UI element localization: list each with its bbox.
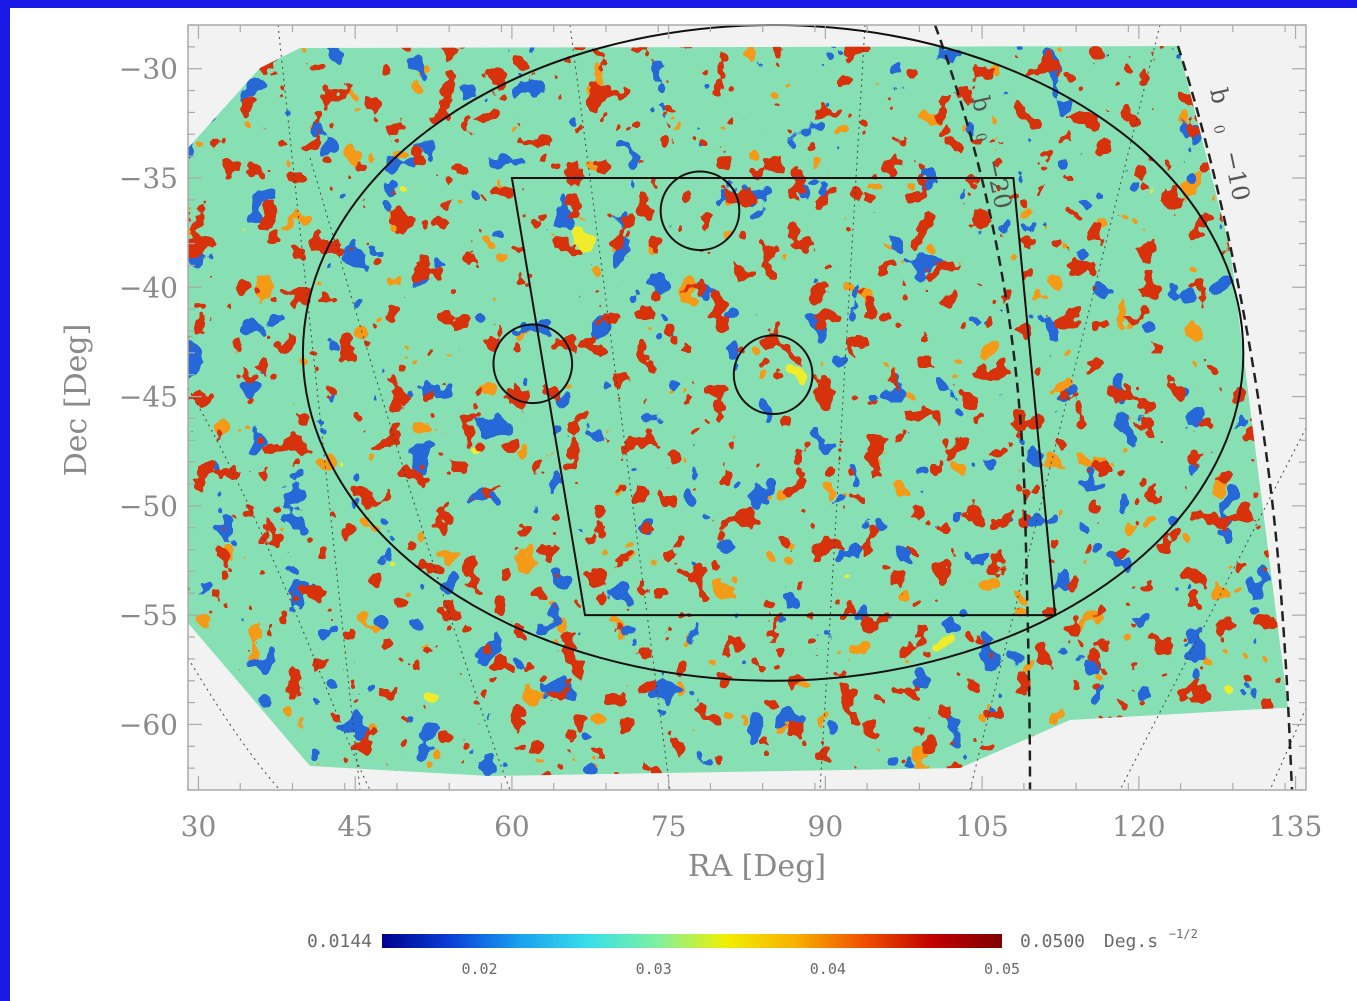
x-tick-label: 60	[494, 810, 530, 843]
y-axis-tick-labels: −30 −35 −40 −45 −50 −55 −60	[119, 53, 178, 742]
y-tick-label: −45	[119, 381, 178, 414]
y-tick-label: −40	[119, 271, 178, 304]
y-tick-label: −35	[119, 162, 178, 195]
colorbar-unit: Deg.s	[1104, 931, 1158, 952]
colorbar-unit-exponent: −1/2	[1169, 927, 1198, 941]
coordinate-grid-lines	[188, 25, 1306, 790]
sky-map-chart: b 0 −20 b 0 −10 30 45 60 75 90 105 120 135 −30−…	[59, 24, 1323, 978]
y-tick-label: −55	[119, 599, 178, 632]
target-circle	[659, 170, 741, 252]
target-circle	[732, 334, 814, 416]
contour-label-sub: 0	[1210, 124, 1228, 136]
y-tick-label: −30	[119, 53, 178, 86]
colorbar-min-label: 0.0144	[307, 931, 372, 952]
contour-label-b: b	[1204, 85, 1235, 106]
figure-frame: b 0 −20 b 0 −10 30 45 60 75 90 105 120 135 −30−…	[10, 8, 1357, 1001]
y-tick-label: −60	[119, 708, 178, 741]
y-tick-label: −50	[119, 490, 178, 523]
colorbar-tick-label: 0.04	[810, 960, 846, 978]
colorbar-max-label: 0.0500 Deg.s −1/2	[1020, 927, 1198, 952]
contour-label-sub: 0	[972, 132, 990, 144]
x-tick-label: 30	[181, 810, 217, 843]
survey-overlays	[301, 24, 1245, 682]
colorbar-tick-labels: 0.02 0.03 0.04 0.05	[461, 960, 1020, 978]
colorbar-tick-label: 0.05	[984, 960, 1020, 978]
x-tick-label: 135	[1269, 810, 1322, 843]
x-tick-label: 45	[337, 810, 373, 843]
x-tick-label: 105	[955, 810, 1008, 843]
x-tick-label: 90	[808, 810, 844, 843]
y-axis-title: Dec [Deg]	[59, 324, 94, 477]
colorbar: 0.0144 0.0500 Deg.s −1/2 0.02 0.03 0.04 0.0…	[307, 927, 1198, 978]
x-tick-label: 75	[651, 810, 687, 843]
colorbar-tick-label: 0.02	[461, 960, 497, 978]
colorbar-gradient	[382, 934, 1002, 948]
galactic-latitude-contours	[933, 25, 1294, 790]
axis-ticks	[187, 24, 1306, 791]
target-circle	[492, 323, 574, 405]
heatmap-peak-layer	[188, 46, 1288, 776]
contour-label-b: b	[966, 93, 997, 114]
sky-map-heatmap	[188, 46, 1288, 776]
survey-box	[510, 177, 1057, 617]
plot-border	[187, 24, 1307, 791]
colorbar-max-value: 0.0500	[1020, 931, 1085, 952]
x-axis-tick-labels: 30 45 60 75 90 105 120 135	[181, 810, 1323, 843]
x-tick-label: 120	[1112, 810, 1165, 843]
colorbar-tick-label: 0.03	[636, 960, 672, 978]
x-axis-title: RA [Deg]	[688, 849, 826, 884]
